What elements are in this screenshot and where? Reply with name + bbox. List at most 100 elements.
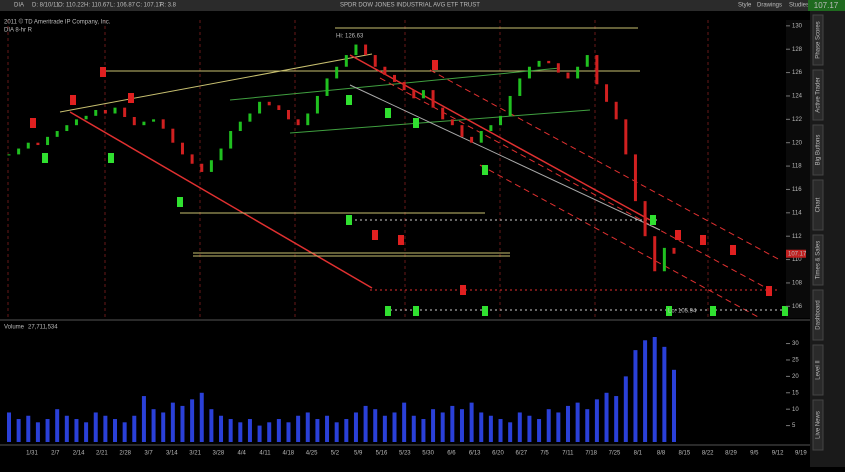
candle <box>585 55 589 67</box>
month-dividers <box>7 20 709 318</box>
candle <box>393 74 397 82</box>
date: D: 8/10/11 <box>32 3 60 9</box>
volume-tick-label: 10 <box>792 407 799 413</box>
volume-bar <box>257 425 262 442</box>
side-tab <box>812 69 824 121</box>
volume-total: 27,711,534 <box>28 325 58 331</box>
candle <box>653 236 657 272</box>
x-tick-label: 6/27 <box>515 451 527 457</box>
candle <box>450 119 454 126</box>
volume-bar <box>411 415 416 442</box>
candle <box>431 90 435 108</box>
candle <box>354 44 358 56</box>
volume-bar <box>450 405 455 442</box>
candle <box>132 116 136 126</box>
volume-bar <box>459 409 464 442</box>
volume-bar <box>132 415 137 442</box>
candle <box>383 66 387 75</box>
volume-bar <box>16 419 21 442</box>
x-tick-label: 5/2 <box>331 451 340 457</box>
style-button[interactable]: Style <box>738 3 752 9</box>
volume-bar <box>614 396 619 442</box>
volume-bar <box>305 412 310 442</box>
volume-bar <box>508 422 513 442</box>
candle <box>7 154 11 156</box>
volume-bar <box>74 419 79 442</box>
x-tick-label: 7/25 <box>609 451 621 457</box>
volume-bar <box>93 412 98 442</box>
high-label: Hi: 126.63 <box>336 34 364 40</box>
side-tab-label[interactable]: Times & Sales <box>816 241 822 279</box>
side-tab-label[interactable]: Level II <box>816 360 822 380</box>
volume-label: Volume <box>4 325 25 331</box>
y-tick-label: 124 <box>792 94 803 100</box>
x-tick-label: 2/21 <box>96 451 108 457</box>
side-tab-label[interactable]: Dashboard <box>816 300 822 329</box>
candle <box>46 136 50 146</box>
side-tab-label[interactable]: Active Trader <box>816 77 822 112</box>
side-tab <box>812 14 824 66</box>
candle <box>123 107 127 117</box>
candle <box>402 81 406 91</box>
studies-button[interactable]: Studies <box>789 3 809 9</box>
volume-bar <box>151 409 156 442</box>
candle <box>238 121 242 132</box>
drawings-button[interactable]: Drawings <box>757 3 782 9</box>
candle <box>142 121 146 126</box>
candle <box>499 115 503 126</box>
x-tick-label: 5/16 <box>376 451 388 457</box>
x-tick-label: 2/7 <box>51 451 60 457</box>
description: SPDR DOW JONES INDUSTRIAL AVG ETF TRUST <box>340 3 480 9</box>
volume-bar <box>672 369 676 442</box>
volume-bar <box>546 409 551 442</box>
x-tick-label: 7/5 <box>540 451 549 457</box>
low: L: 106.87 <box>110 3 136 9</box>
volume-bar <box>7 412 11 442</box>
candle <box>180 142 184 155</box>
candle <box>518 78 522 96</box>
volume-bar <box>537 419 542 442</box>
x-tick-label: 9/12 <box>772 451 784 457</box>
volume-tick-label: 5 <box>792 423 796 429</box>
side-tab-label[interactable]: Chart <box>816 197 822 212</box>
candle <box>421 90 425 99</box>
x-tick-label: 3/28 <box>213 451 225 457</box>
side-tab-label[interactable]: Live News <box>816 411 822 439</box>
volume-bar <box>594 399 599 442</box>
candle <box>672 247 676 254</box>
x-tick-label: 4/4 <box>238 451 247 457</box>
volume-bar <box>209 409 214 442</box>
last-marker <box>786 249 806 258</box>
volume-bar <box>103 415 108 442</box>
candle <box>556 63 560 73</box>
volume-bar <box>565 405 570 442</box>
candle <box>36 142 40 146</box>
volume-bar <box>228 419 233 442</box>
volume-bar <box>498 419 503 442</box>
y-tick-label: 106 <box>792 304 803 310</box>
symbol[interactable]: DIA <box>14 3 24 9</box>
volume-bar <box>440 412 445 442</box>
price-axis <box>786 20 810 318</box>
volume-bar <box>421 419 426 442</box>
volume-bar <box>238 422 243 442</box>
x-tick-label: 9/5 <box>750 451 759 457</box>
candle <box>537 60 541 67</box>
x-tick-label: 9/19 <box>795 451 807 457</box>
candle <box>460 125 464 137</box>
volume-bar <box>556 412 561 442</box>
x-tick-label: 6/20 <box>492 451 504 457</box>
side-tab-label[interactable]: Phase Scores <box>816 21 822 58</box>
candle <box>566 72 570 79</box>
candle <box>547 60 551 64</box>
candle <box>595 55 599 85</box>
x-tick-label: 8/15 <box>679 451 691 457</box>
candle <box>17 148 21 155</box>
volume-bar <box>334 422 339 442</box>
y-tick-label: 116 <box>792 187 802 193</box>
side-tab-label[interactable]: Big Buttons <box>816 135 822 166</box>
x-tick-label: 5/23 <box>399 451 411 457</box>
volume-bar <box>247 419 252 442</box>
volume-bar <box>382 415 387 442</box>
candle <box>209 160 213 172</box>
